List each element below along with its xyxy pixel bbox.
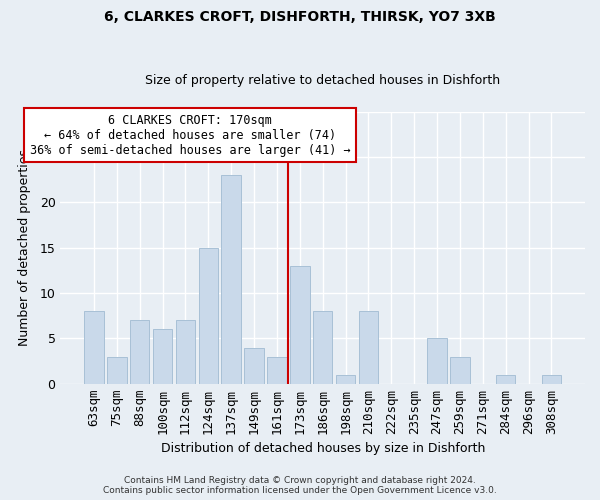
Bar — [107, 356, 127, 384]
Bar — [313, 312, 332, 384]
Bar — [130, 320, 149, 384]
Bar — [244, 348, 264, 384]
Bar — [221, 176, 241, 384]
Bar — [153, 330, 172, 384]
Bar — [450, 356, 470, 384]
Bar — [84, 312, 104, 384]
Bar — [359, 312, 378, 384]
Text: Contains HM Land Registry data © Crown copyright and database right 2024.
Contai: Contains HM Land Registry data © Crown c… — [103, 476, 497, 495]
Bar — [427, 338, 447, 384]
Bar — [267, 356, 287, 384]
X-axis label: Distribution of detached houses by size in Dishforth: Distribution of detached houses by size … — [161, 442, 485, 455]
Title: Size of property relative to detached houses in Dishforth: Size of property relative to detached ho… — [145, 74, 500, 87]
Bar — [542, 374, 561, 384]
Bar — [199, 248, 218, 384]
Text: 6, CLARKES CROFT, DISHFORTH, THIRSK, YO7 3XB: 6, CLARKES CROFT, DISHFORTH, THIRSK, YO7… — [104, 10, 496, 24]
Y-axis label: Number of detached properties: Number of detached properties — [19, 150, 31, 346]
Bar — [290, 266, 310, 384]
Bar — [336, 374, 355, 384]
Bar — [496, 374, 515, 384]
Bar — [176, 320, 195, 384]
Text: 6 CLARKES CROFT: 170sqm
← 64% of detached houses are smaller (74)
36% of semi-de: 6 CLARKES CROFT: 170sqm ← 64% of detache… — [30, 114, 350, 156]
